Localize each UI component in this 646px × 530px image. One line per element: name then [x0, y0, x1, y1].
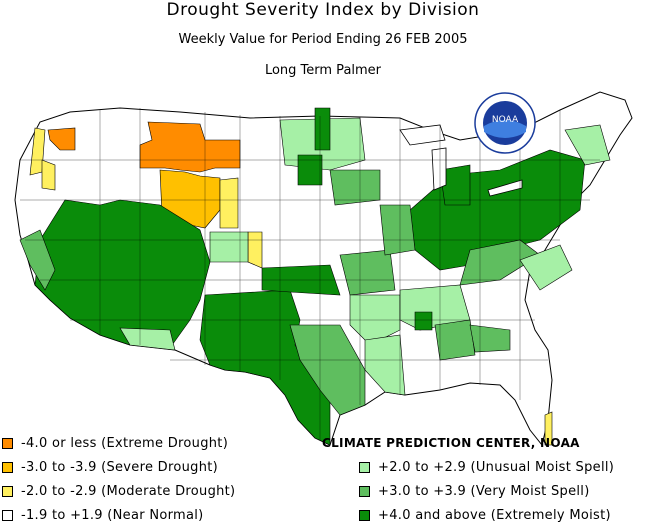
great-lakes [399, 124, 446, 146]
legend-swatch [2, 486, 13, 497]
legend-swatch [2, 462, 13, 473]
legend-label: -3.0 to -3.9 (Severe Drought) [21, 460, 219, 475]
very-moist-region [339, 249, 396, 296]
legend-swatch [359, 486, 370, 497]
extremely-moist-region [34, 199, 211, 349]
legend-swatch [2, 510, 13, 521]
legend-item: -3.0 to -3.9 (Severe Drought) [2, 460, 218, 475]
extreme-drought-region [47, 127, 76, 151]
legend-label: +3.0 to +3.9 (Very Moist Spell) [378, 484, 590, 499]
moderate-drought-region [219, 177, 239, 229]
noaa-logo: NOAA [474, 92, 536, 158]
unusual-moist-region [364, 334, 406, 396]
legend-label: -4.0 or less (Extreme Drought) [21, 436, 229, 451]
legend-label: +2.0 to +2.9 (Unusual Moist Spell) [378, 460, 615, 475]
legend-item: +4.0 and above (Extremely Moist) [359, 508, 611, 523]
map-title: Drought Severity Index by Division [166, 0, 480, 20]
unusual-moist-region [564, 124, 611, 166]
legend-label: -1.9 to +1.9 (Near Normal) [21, 508, 204, 523]
unusual-moist-region [119, 327, 176, 351]
very-moist-region [329, 169, 381, 206]
noaa-logo-text: NOAA [492, 115, 519, 125]
unusual-moist-region [519, 244, 573, 291]
very-moist-region [379, 204, 416, 256]
great-lakes [487, 179, 523, 197]
extremely-moist-region [439, 164, 471, 206]
legend-item: -4.0 or less (Extreme Drought) [2, 436, 228, 451]
legend-swatch [359, 510, 370, 521]
very-moist-region [289, 324, 366, 416]
legend-swatch [359, 462, 370, 473]
legend-label: +4.0 and above (Extremely Moist) [378, 508, 611, 523]
legend-item: +3.0 to +3.9 (Very Moist Spell) [359, 484, 590, 499]
unusual-moist-region [209, 231, 249, 263]
very-moist-region [469, 324, 511, 353]
extremely-moist-region [314, 107, 331, 151]
legend-item: -1.9 to +1.9 (Near Normal) [2, 508, 204, 523]
moderate-drought-region [247, 231, 263, 269]
moderate-drought-region [544, 411, 553, 446]
moderate-drought-region [41, 159, 56, 191]
extremely-moist-region [297, 154, 323, 186]
legend-label: -2.0 to -2.9 (Moderate Drought) [21, 484, 236, 499]
index-name: Long Term Palmer [264, 63, 382, 78]
very-moist-region [434, 319, 476, 361]
us-division-map [14, 91, 633, 447]
great-lakes [431, 147, 447, 191]
legend-item: -2.0 to -2.9 (Moderate Drought) [2, 484, 235, 499]
credit-text: CLIMATE PREDICTION CENTER, NOAA [322, 436, 580, 450]
legend-swatch [2, 438, 13, 449]
extremely-moist-region [414, 311, 433, 331]
legend-item: +2.0 to +2.9 (Unusual Moist Spell) [359, 460, 614, 475]
map-subtitle: Weekly Value for Period Ending 26 FEB 20… [178, 32, 468, 47]
